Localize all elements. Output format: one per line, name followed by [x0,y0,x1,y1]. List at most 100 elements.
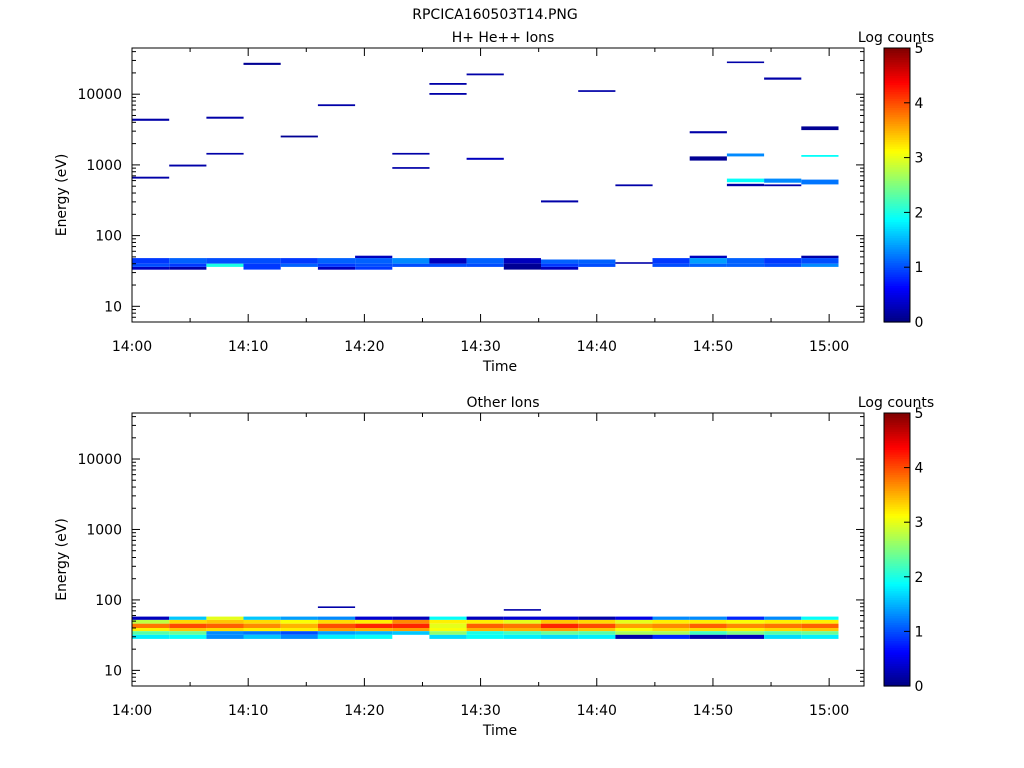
colorbar-segment [884,451,910,455]
x-tick-label: 14:20 [344,339,384,355]
colorbar-segment [884,77,910,81]
heatmap-cell [392,152,430,155]
heatmap-cell [726,61,765,64]
heatmap-cell [169,164,207,167]
heatmap-cell [689,131,727,134]
colorbar-segment [884,258,910,261]
heatmap-cell [206,258,244,264]
colorbar-segment [884,476,910,480]
colorbar-segment [884,299,910,303]
colorbar-segment [884,431,910,435]
heatmap-cell [392,258,430,264]
colorbar-segment [884,472,910,476]
colorbar-segment [884,164,910,168]
heatmap-cell [317,267,356,270]
colorbar-segment [884,572,910,576]
heatmap-cell [801,179,839,185]
colorbar-segment [884,674,910,678]
heatmap-cell [466,623,504,628]
heatmap-cell [726,263,765,267]
colorbar-segment [884,198,910,202]
colorbar-segment [884,483,910,487]
heatmap-cell [615,631,653,635]
colorbar-segment [884,185,910,188]
x-tick-label: 14:40 [577,703,617,719]
heatmap-cell [541,631,579,635]
heatmap-cell [355,263,393,267]
panel-1: 14:00 14:10 14:20 14:30 14:40 14:50 15:0010100… [54,30,934,375]
heatmap-cell [132,631,170,635]
colorbar-segment [884,474,910,478]
heatmap-cell [466,616,504,620]
heatmap-cell [243,62,281,65]
heatmap-cell [652,263,690,267]
colorbar-segment [884,501,910,505]
colorbar-segment [884,232,910,236]
heatmap-cell [466,73,504,76]
x-tick-label: 14:30 [460,703,500,719]
colorbar-segment [884,255,910,259]
colorbar-segment [884,155,910,159]
heatmap-cell [503,616,541,620]
heatmap-cell [392,619,430,624]
colorbar-segment [884,70,910,74]
x-tick-label: 14:00 [112,339,152,355]
heatmap-cell [689,634,727,639]
colorbar-tick-label: 2 [915,570,924,586]
heatmap-cell [355,628,393,632]
heatmap-cell [503,619,541,624]
colorbar-segment [884,267,910,271]
y-axis-label: Energy (eV) [54,518,70,601]
colorbar-segment [884,146,910,150]
heatmap-cell [801,155,839,157]
x-tick-label: 14:10 [228,703,268,719]
colorbar-segment [884,237,910,241]
colorbar-segment [884,82,910,86]
colorbar-segment [884,647,910,651]
colorbar-segment [884,538,910,542]
colorbar-segment [884,558,910,562]
colorbar-segment [884,57,910,61]
colorbar-frame [883,47,911,323]
heatmap-cell [689,616,727,620]
heatmap-cell [726,616,765,620]
heatmap-cell [466,628,504,632]
colorbar-segment [884,219,910,223]
colorbar-segment [884,134,910,138]
heatmap-cell [801,263,839,267]
colorbar-segment [884,121,910,124]
colorbar-segment [884,66,910,70]
heatmap-cell [429,628,467,632]
heatmap-cell [578,619,616,624]
heatmap-cell [429,258,467,264]
colorbar-segment [884,683,910,687]
colorbar-segment [884,640,910,644]
heatmap-cell [541,259,579,264]
colorbar-segment [884,239,910,243]
heatmap-cell [466,263,504,267]
heatmap-cell [243,623,281,628]
colorbar-segment [884,98,910,102]
colorbar-segment [884,676,910,680]
heatmap-cell [764,263,802,267]
colorbar-segment [884,510,910,514]
y-tick-label: 100 [95,593,122,609]
heatmap-cell [764,634,802,639]
colorbar-segment [884,118,910,122]
colorbar-segment [884,615,910,619]
heatmap-cell [429,619,467,624]
heatmap-cell [429,634,467,639]
heatmap-cell [206,152,244,155]
colorbar-segment [884,481,910,485]
colorbar-segment [884,665,910,669]
colorbar-segment [884,497,910,501]
colorbar-segment [884,435,910,439]
colorbar-frame [883,412,911,687]
x-tick-label: 15:00 [809,339,849,355]
colorbar-segment [884,583,910,587]
colorbar-segment [884,581,910,585]
heatmap-cell [317,104,356,107]
colorbar-segment [884,542,910,546]
colorbar-segment [884,488,910,491]
heatmap-cell [355,619,393,624]
